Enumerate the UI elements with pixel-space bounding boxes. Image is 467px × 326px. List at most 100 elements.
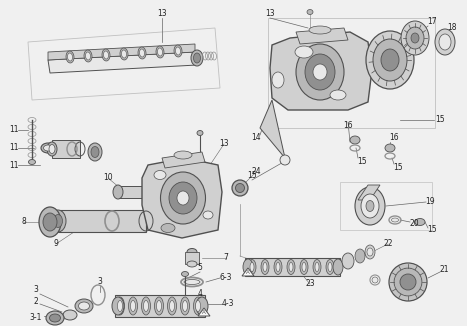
Ellipse shape xyxy=(274,259,282,274)
Ellipse shape xyxy=(197,130,203,136)
Ellipse shape xyxy=(411,33,419,43)
Ellipse shape xyxy=(115,297,125,315)
Ellipse shape xyxy=(161,224,175,232)
Ellipse shape xyxy=(46,311,64,325)
Polygon shape xyxy=(198,308,210,316)
Ellipse shape xyxy=(272,72,284,88)
Ellipse shape xyxy=(85,52,91,60)
Text: 5: 5 xyxy=(198,263,202,273)
Polygon shape xyxy=(48,52,197,73)
Text: 4: 4 xyxy=(198,289,202,299)
Ellipse shape xyxy=(361,194,379,218)
Polygon shape xyxy=(270,32,372,110)
Text: 24: 24 xyxy=(251,168,261,176)
Polygon shape xyxy=(242,268,254,276)
Text: 11: 11 xyxy=(9,143,19,153)
Ellipse shape xyxy=(187,248,197,256)
Ellipse shape xyxy=(49,144,55,154)
Text: 10: 10 xyxy=(103,173,113,183)
Ellipse shape xyxy=(302,262,306,272)
Ellipse shape xyxy=(176,47,181,55)
Ellipse shape xyxy=(177,191,189,205)
Polygon shape xyxy=(162,152,205,168)
Ellipse shape xyxy=(75,299,93,313)
Text: 15: 15 xyxy=(427,226,437,234)
Text: 3: 3 xyxy=(34,286,38,294)
Ellipse shape xyxy=(313,64,327,80)
Ellipse shape xyxy=(373,39,407,81)
Text: 22: 22 xyxy=(383,240,393,248)
Ellipse shape xyxy=(203,211,213,219)
Text: A: A xyxy=(246,271,250,275)
Ellipse shape xyxy=(174,45,182,57)
Text: 17: 17 xyxy=(427,18,437,26)
Ellipse shape xyxy=(261,259,269,274)
Ellipse shape xyxy=(330,90,346,100)
Ellipse shape xyxy=(326,259,334,274)
Ellipse shape xyxy=(183,301,187,312)
Ellipse shape xyxy=(305,54,335,90)
Ellipse shape xyxy=(84,50,92,62)
Ellipse shape xyxy=(196,301,200,312)
Ellipse shape xyxy=(113,185,123,199)
Ellipse shape xyxy=(193,297,203,315)
Ellipse shape xyxy=(168,297,177,315)
Bar xyxy=(185,252,199,264)
Ellipse shape xyxy=(372,277,378,283)
Text: 2: 2 xyxy=(34,298,38,306)
Bar xyxy=(115,295,205,317)
Ellipse shape xyxy=(439,34,451,50)
Ellipse shape xyxy=(315,262,319,272)
Bar xyxy=(58,210,146,232)
Ellipse shape xyxy=(355,249,365,263)
Ellipse shape xyxy=(63,310,77,320)
Ellipse shape xyxy=(43,145,52,151)
Polygon shape xyxy=(260,100,285,158)
Ellipse shape xyxy=(381,49,399,71)
Ellipse shape xyxy=(184,279,200,285)
Ellipse shape xyxy=(350,136,360,144)
Text: 23: 23 xyxy=(305,279,315,289)
Ellipse shape xyxy=(280,155,290,165)
Text: 9: 9 xyxy=(54,240,58,248)
Ellipse shape xyxy=(366,200,374,212)
Text: 21: 21 xyxy=(439,265,449,274)
Ellipse shape xyxy=(130,301,135,312)
Text: 11: 11 xyxy=(9,126,19,135)
Text: 6-3: 6-3 xyxy=(220,274,232,283)
Ellipse shape xyxy=(309,26,331,34)
Bar xyxy=(52,140,80,158)
Bar xyxy=(245,258,340,276)
Ellipse shape xyxy=(263,262,267,272)
Ellipse shape xyxy=(112,297,124,315)
Ellipse shape xyxy=(289,262,293,272)
Ellipse shape xyxy=(142,297,150,315)
Polygon shape xyxy=(48,44,195,60)
Ellipse shape xyxy=(287,259,295,274)
Ellipse shape xyxy=(401,21,429,55)
Ellipse shape xyxy=(54,215,63,228)
Ellipse shape xyxy=(313,259,321,274)
Ellipse shape xyxy=(78,302,90,310)
Ellipse shape xyxy=(365,245,375,259)
Ellipse shape xyxy=(435,29,455,55)
Ellipse shape xyxy=(143,301,149,312)
Ellipse shape xyxy=(250,262,254,272)
Ellipse shape xyxy=(170,301,175,312)
Text: 7: 7 xyxy=(224,254,228,262)
Ellipse shape xyxy=(235,184,245,192)
Ellipse shape xyxy=(367,248,373,256)
Ellipse shape xyxy=(68,53,72,61)
Ellipse shape xyxy=(50,210,66,232)
Ellipse shape xyxy=(276,262,280,272)
Ellipse shape xyxy=(154,170,166,180)
Ellipse shape xyxy=(181,297,190,315)
Text: 3-1: 3-1 xyxy=(30,314,42,322)
Ellipse shape xyxy=(415,218,425,226)
Ellipse shape xyxy=(296,44,344,100)
Ellipse shape xyxy=(193,53,200,63)
Ellipse shape xyxy=(156,46,164,58)
Ellipse shape xyxy=(394,268,422,296)
Ellipse shape xyxy=(120,48,128,60)
Ellipse shape xyxy=(50,314,61,322)
